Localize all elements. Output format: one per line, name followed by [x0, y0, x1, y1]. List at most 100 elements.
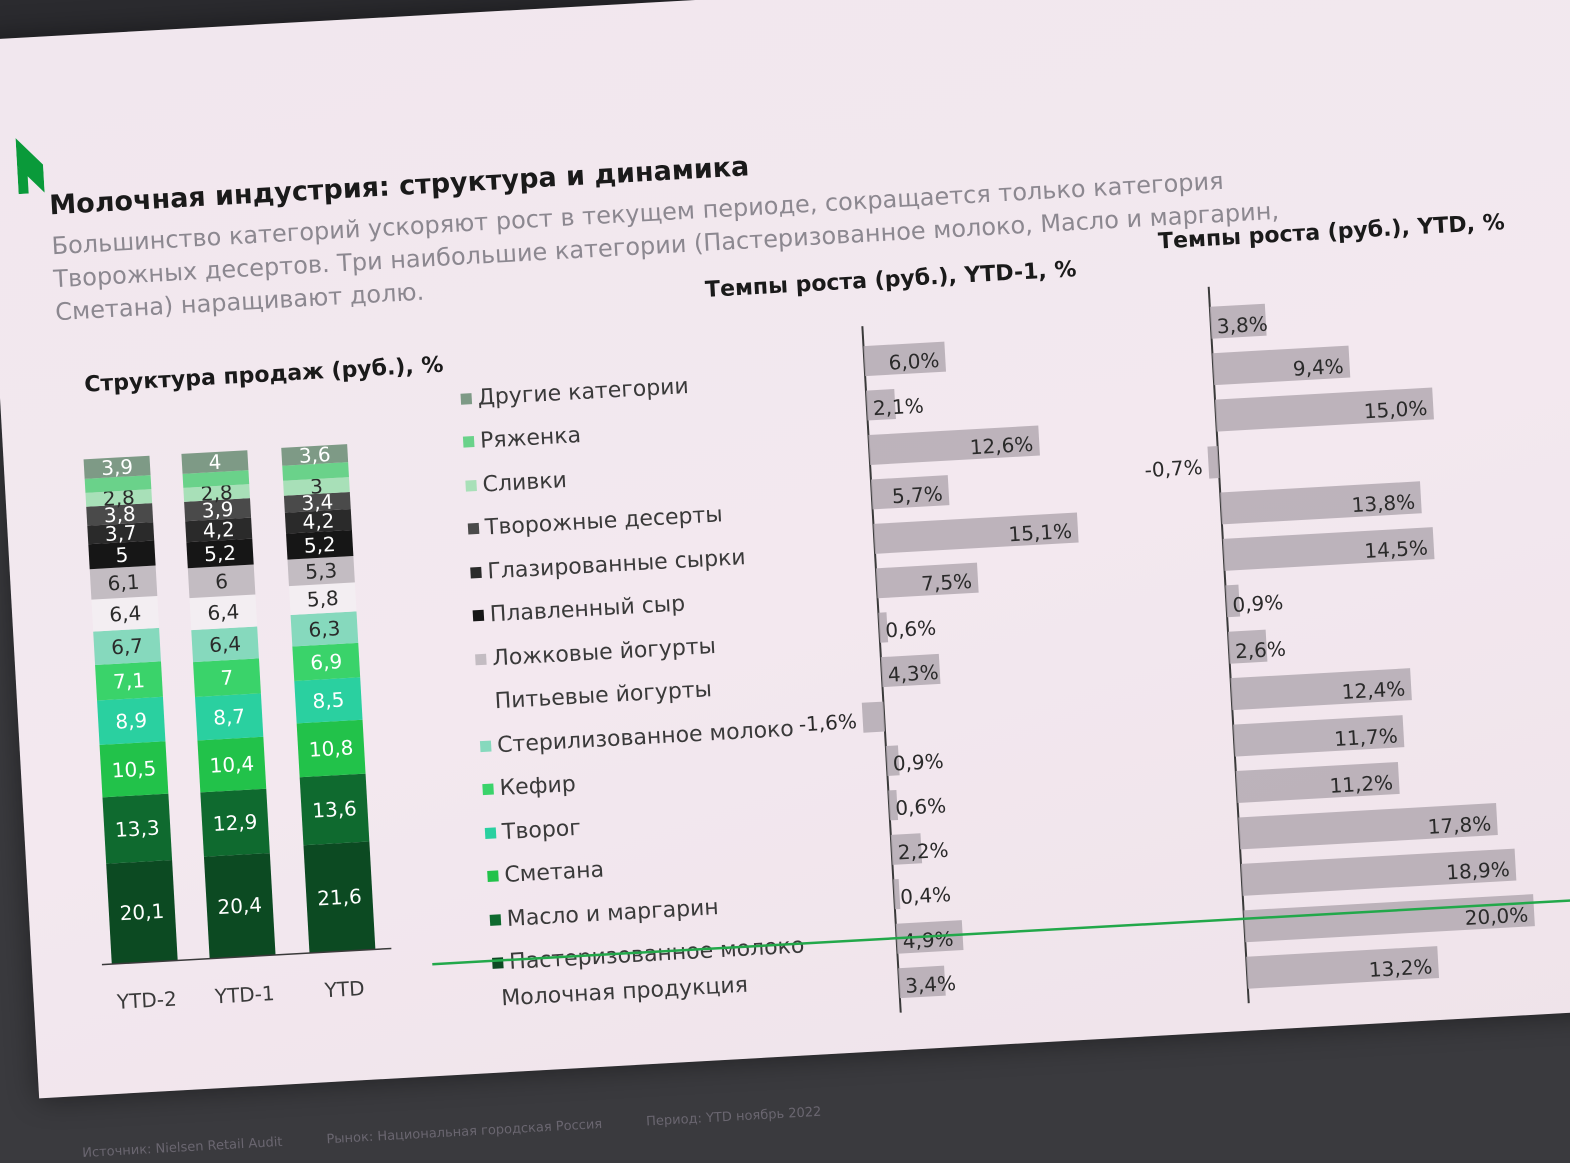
stack-segment [294, 677, 363, 724]
growth-value-label: 18,9% [1446, 857, 1511, 885]
growth-value-label: 12,4% [1341, 676, 1406, 704]
growth-value-label: 4,3% [887, 660, 939, 687]
x-tick-label: YTD-2 [115, 987, 177, 1014]
stack-value-label: 10,8 [308, 735, 354, 761]
stack-segment [97, 696, 166, 745]
growth-bar [1220, 481, 1422, 525]
stack-segment [203, 853, 276, 959]
stack-segment [284, 509, 352, 534]
stack-value-label: 3,7 [104, 520, 137, 546]
growth-value-label: 3,4% [905, 971, 957, 998]
stack-value-label: 8,7 [213, 704, 246, 730]
growth-bar [1222, 527, 1435, 571]
growth-value-label: 11,7% [1334, 723, 1399, 751]
growth-bar [1240, 848, 1517, 896]
stack-segment [102, 793, 173, 864]
stack-value-label: 3 [309, 474, 323, 499]
growth-value-label: 0,6% [885, 616, 937, 643]
growth-value-label: 0,9% [892, 749, 944, 776]
growth-bar [1238, 803, 1498, 850]
stack-segment [87, 522, 155, 545]
growth-bar [873, 512, 1079, 554]
stack-value-label: 6,4 [207, 599, 240, 625]
growth-bar [868, 425, 1040, 465]
growth-value-label: 11,2% [1329, 770, 1394, 798]
stack-value-label: 6,4 [209, 631, 242, 657]
stack-value-label: 13,3 [114, 815, 160, 841]
stack-value-label: 7,1 [112, 668, 145, 694]
stack-value-label: 6,1 [107, 570, 140, 596]
stack-segment [296, 719, 366, 778]
growth-bar [893, 879, 901, 910]
stack-value-label: 6,3 [308, 616, 341, 642]
brand-logo [15, 137, 45, 195]
stack-value-label: 6,4 [109, 601, 142, 627]
growth-value-label: 0,9% [1232, 590, 1284, 617]
stack-value-label: 7 [220, 665, 234, 690]
growth-value-label: 0,6% [895, 793, 947, 820]
stack-segment [287, 555, 355, 587]
stack-segment [303, 841, 376, 954]
growth-value-label: 7,5% [921, 569, 973, 596]
growth-bar [878, 612, 889, 643]
growth-bar [865, 389, 896, 421]
growth-bar [863, 341, 947, 377]
stack-segment [99, 741, 169, 798]
stack-segment [292, 642, 361, 681]
stack-value-label: 20,1 [119, 899, 165, 925]
growth-value-label: 13,2% [1368, 954, 1433, 982]
stack-segment [83, 455, 151, 479]
growth-bar [870, 475, 950, 510]
growth-bar [898, 965, 946, 999]
x-tick-label: YTD-1 [213, 981, 275, 1008]
growth-value-label: 2,1% [872, 393, 924, 420]
stack-segment [282, 462, 349, 481]
stack-segment [197, 736, 267, 793]
growth-value-label: 12,6% [969, 432, 1034, 460]
stack-segment [185, 517, 253, 543]
stack-segment [186, 538, 254, 569]
stack-value-label: 3,9 [101, 454, 134, 480]
stack-segment [286, 530, 354, 560]
growth-bar [875, 562, 979, 599]
stack-segment [93, 627, 161, 666]
stack-value-label: 3,8 [103, 502, 136, 528]
growth-value-label: 9,4% [1292, 354, 1344, 381]
stack-segment [283, 477, 350, 496]
growth-value-label: 5,7% [891, 481, 943, 508]
footer-market: Рынок: Национальная городская Россия [326, 1116, 603, 1148]
total-separator-line [432, 897, 1570, 966]
stack-value-label: 10,4 [209, 751, 255, 777]
stack-value-label: 8,9 [115, 708, 148, 734]
stack-segment [187, 564, 256, 599]
stack-segment [281, 444, 349, 466]
growth-bar [1230, 668, 1412, 711]
footer: Источник: Nielsen Retail Audit Рынок: На… [82, 1102, 862, 1161]
growth-bar [1246, 946, 1440, 989]
growth-value-label: -0,7% [1144, 455, 1203, 482]
structure-stacked-chart: 20,113,310,58,97,16,76,46,153,73,82,83,9… [83, 442, 392, 1014]
stack-value-label: 10,5 [111, 756, 157, 782]
growth-value-label: 15,0% [1363, 396, 1428, 424]
growth-value-label: 2,2% [897, 838, 949, 865]
stack-segment [189, 594, 258, 631]
stack-value-label: 4 [208, 450, 222, 475]
growth-bar [1209, 303, 1267, 339]
growth-bar [1212, 345, 1351, 386]
stack-segment [84, 475, 152, 493]
x-axis [101, 947, 392, 966]
growth-value-label: 2,6% [1234, 637, 1286, 664]
growth-value-label: 17,8% [1427, 811, 1492, 839]
stack-value-label: 5,8 [306, 586, 339, 612]
growth-value-label: 0,4% [900, 882, 952, 909]
stack-segment [89, 565, 158, 600]
footer-period: Период: YTD ноябрь 2022 [645, 1104, 822, 1130]
stack-value-label: 6 [215, 569, 229, 594]
stack-value-label: 6,7 [111, 634, 144, 660]
growth-bar [885, 745, 900, 776]
stack-segment [184, 498, 252, 522]
stack-segment [86, 503, 154, 526]
stack-value-label: 21,6 [317, 884, 363, 910]
stack-segment [182, 470, 250, 488]
